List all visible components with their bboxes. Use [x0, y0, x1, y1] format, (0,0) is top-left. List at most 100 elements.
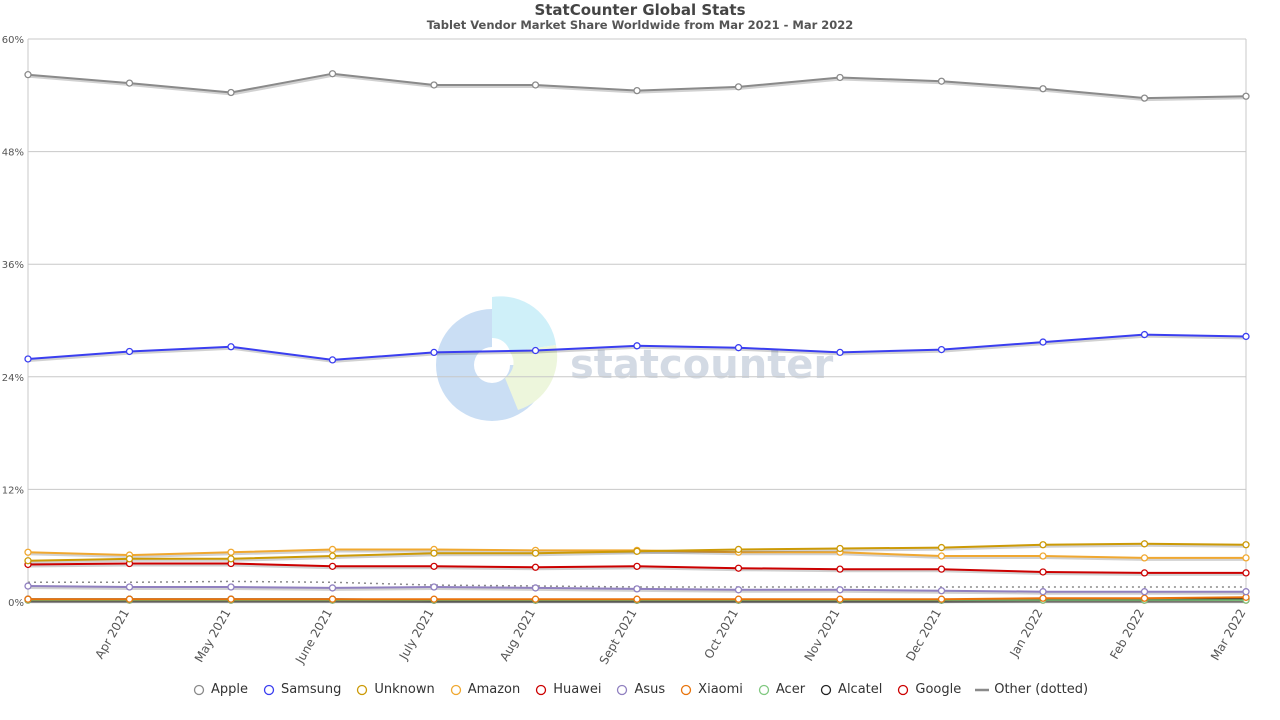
- series-unknown-point[interactable]: [734, 545, 743, 554]
- series-asus-point[interactable]: [836, 586, 844, 594]
- series-apple-point[interactable]: [1140, 94, 1149, 102]
- series-xiaomi-point[interactable]: [328, 595, 337, 603]
- series-samsung-point[interactable]: [633, 342, 641, 350]
- series-huawei-point[interactable]: [937, 565, 946, 573]
- series-samsung-point[interactable]: [1039, 338, 1047, 346]
- series-unknown-point[interactable]: [1039, 541, 1047, 549]
- series-unknown-point[interactable]: [633, 547, 641, 555]
- series-apple-point[interactable]: [937, 77, 946, 85]
- series-unknown-point[interactable]: [937, 543, 946, 552]
- legend-item-asus[interactable]: Asus: [615, 682, 665, 697]
- series-apple-point[interactable]: [531, 81, 540, 89]
- legend-item-huawei[interactable]: Huawei: [534, 682, 601, 697]
- series-asus-point[interactable]: [531, 584, 540, 592]
- series-xiaomi-point[interactable]: [24, 595, 32, 603]
- series-amazon-point[interactable]: [328, 545, 337, 554]
- legend-marker-acer: [758, 684, 770, 695]
- series-apple-point[interactable]: [1242, 92, 1250, 100]
- series-samsung-point[interactable]: [24, 355, 32, 363]
- series-asus-point[interactable]: [24, 582, 32, 590]
- series-samsung-point[interactable]: [734, 344, 743, 352]
- legend-item-acer[interactable]: Acer: [757, 682, 805, 697]
- series-unknown-point[interactable]: [227, 555, 235, 563]
- legend-marker-amazon: [450, 684, 461, 695]
- series-xiaomi-point[interactable]: [734, 595, 743, 603]
- series-amazon-point[interactable]: [937, 552, 946, 560]
- series-huawei-point[interactable]: [1039, 568, 1047, 576]
- legend-item-google[interactable]: Google: [896, 682, 961, 697]
- series-unknown-point[interactable]: [1242, 541, 1250, 549]
- series-asus-point[interactable]: [1039, 588, 1047, 596]
- series-unknown-point[interactable]: [430, 549, 438, 557]
- legend-item-amazon[interactable]: Amazon: [449, 682, 520, 697]
- series-samsung-point[interactable]: [1140, 330, 1149, 339]
- series-unknown-point[interactable]: [1140, 540, 1149, 548]
- series-apple-point[interactable]: [24, 71, 32, 79]
- series-amazon-point[interactable]: [227, 548, 235, 556]
- series-asus-point[interactable]: [328, 584, 337, 592]
- series-huawei-point[interactable]: [531, 563, 540, 571]
- series-xiaomi-point[interactable]: [531, 595, 540, 603]
- series-samsung-point[interactable]: [531, 346, 540, 355]
- series-asus-point[interactable]: [734, 586, 743, 594]
- series-samsung-point[interactable]: [937, 345, 946, 354]
- series-apple-point[interactable]: [836, 73, 844, 82]
- series-xiaomi-point[interactable]: [125, 595, 134, 603]
- legend-item-samsung[interactable]: Samsung: [262, 682, 341, 697]
- series-asus-point[interactable]: [227, 583, 235, 591]
- legend-item-apple[interactable]: Apple: [192, 682, 248, 697]
- legend-item-xiaomi[interactable]: Xiaomi: [679, 682, 743, 697]
- series-apple-point[interactable]: [227, 88, 235, 97]
- series-samsung-point[interactable]: [125, 347, 134, 356]
- series-xiaomi-point[interactable]: [1140, 594, 1149, 602]
- series-xiaomi-point[interactable]: [937, 595, 946, 603]
- series-huawei-point[interactable]: [430, 562, 438, 570]
- series-unknown-point[interactable]: [836, 544, 844, 553]
- series-xiaomi-point[interactable]: [430, 595, 438, 603]
- series-samsung-point[interactable]: [430, 348, 438, 357]
- series-samsung-point[interactable]: [227, 343, 235, 351]
- series-amazon-point[interactable]: [24, 548, 32, 556]
- series-asus-point[interactable]: [937, 587, 946, 595]
- series-huawei-point[interactable]: [734, 564, 743, 572]
- legend-label: Other (dotted): [994, 682, 1089, 697]
- series-samsung-point[interactable]: [328, 356, 337, 364]
- series-amazon-point[interactable]: [1039, 552, 1047, 560]
- series-unknown-point[interactable]: [531, 549, 540, 557]
- series-xiaomi-point[interactable]: [1039, 594, 1047, 602]
- series-huawei-point[interactable]: [1140, 569, 1149, 577]
- series-apple-point[interactable]: [430, 81, 438, 89]
- series-unknown-point[interactable]: [125, 555, 134, 563]
- series-xiaomi-point[interactable]: [633, 595, 641, 603]
- series-xiaomi-point[interactable]: [836, 595, 844, 603]
- series-apple-point[interactable]: [1039, 85, 1047, 93]
- series-asus-point[interactable]: [1140, 588, 1149, 596]
- line-chart: statcounter 0% 12% 24% 36% 48% 60% Apr 2021 Ma…: [2, 35, 1250, 667]
- series-unknown-point[interactable]: [328, 552, 337, 560]
- legend-item-other-dotted[interactable]: Other (dotted): [975, 682, 1088, 697]
- series-huawei-point[interactable]: [328, 562, 337, 570]
- series-amazon-point[interactable]: [1242, 554, 1250, 562]
- series-xiaomi-point[interactable]: [227, 595, 235, 603]
- series-xiaomi: [24, 593, 1250, 603]
- series-huawei-point[interactable]: [836, 565, 844, 573]
- series-huawei-point[interactable]: [633, 562, 641, 570]
- series-lines: [24, 70, 1250, 604]
- series-other-dotted-line: [28, 580, 1246, 588]
- series-huawei-point[interactable]: [1242, 569, 1250, 577]
- series-unknown-point[interactable]: [24, 557, 32, 565]
- series-asus-point[interactable]: [430, 583, 438, 591]
- series-asus-point[interactable]: [125, 583, 134, 591]
- series-samsung-point[interactable]: [836, 348, 844, 357]
- series-apple-point[interactable]: [125, 79, 134, 87]
- series-samsung-point[interactable]: [1242, 332, 1250, 341]
- series-asus-point[interactable]: [633, 585, 641, 593]
- series-asus-point[interactable]: [1242, 588, 1250, 596]
- series-apple-point[interactable]: [328, 70, 337, 78]
- legend-item-alcatel[interactable]: Alcatel: [819, 682, 882, 697]
- legend-item-unknown[interactable]: Unknown: [355, 682, 435, 697]
- series-apple-point[interactable]: [734, 83, 743, 91]
- x-tick-label: Mar 2022: [1208, 607, 1249, 663]
- series-amazon-point[interactable]: [1140, 554, 1149, 562]
- series-apple-point[interactable]: [633, 86, 641, 95]
